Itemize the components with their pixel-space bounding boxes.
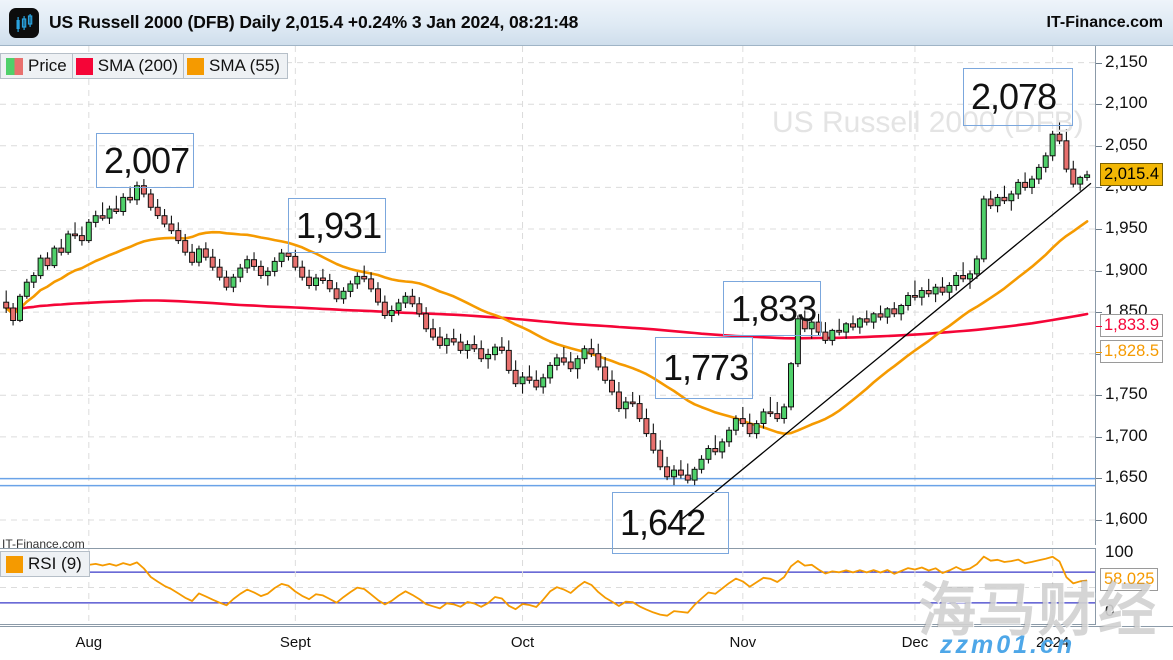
brand-label: IT-Finance.com [1046,13,1163,31]
title-bar: US Russell 2000 (DFB) Daily 2,015.4 +0.2… [0,0,1173,46]
cn-watermark: 海马财经 [918,578,1159,643]
price-tick [1096,395,1102,397]
price-tick [1096,145,1102,147]
price-chart-canvas[interactable] [0,46,1096,545]
sma200-price-tag: 1,833.9 [1100,313,1164,337]
price-tick [1096,187,1102,189]
time-axis[interactable]: Aug Sept Oct Nov Dec 2024 [0,626,1173,660]
price-tick-label: 2,050 [1105,134,1148,154]
legend-divider [71,54,73,78]
sma55-swatch-icon [187,57,205,75]
time-tick-label: Dec [901,634,929,651]
price-swatch-icon [6,57,23,75]
price-tick [1096,270,1102,272]
provider-watermark: IT-Finance.com [2,537,85,551]
time-tick-label: 2024 [1035,634,1070,651]
rsi-legend[interactable]: RSI (9) [0,551,90,577]
price-tick-label: 1,950 [1105,217,1148,237]
time-tick-label: Nov [729,634,757,651]
rsi-value-tag: 58.025 [1100,568,1159,592]
legend-label-price: Price [28,56,67,75]
legend-divider [183,54,185,78]
sma-axis-tick [1096,352,1102,353]
price-axis[interactable]: 2,1502,1002,0502,0001,9501,9001,8501,800… [1096,46,1173,545]
price-tick [1096,228,1102,230]
legend-item-sma55[interactable]: SMA (55) [184,56,285,76]
window-title: US Russell 2000 (DFB) Daily 2,015.4 +0.2… [49,12,579,32]
time-tick-label: Sept [279,634,311,651]
legend-label-rsi: RSI (9) [28,554,82,573]
legend-item-rsi[interactable]: RSI (9) [3,554,87,574]
rsi-panel[interactable] [0,548,1096,625]
time-tick-label: Aug [75,634,103,651]
price-tick-label: 1,700 [1105,425,1148,445]
price-tick-label: 1,900 [1105,259,1148,279]
price-legend[interactable]: Price SMA (200) SMA (55) [0,53,288,79]
time-tick-label: Oct [510,634,535,651]
rsi-axis[interactable]: 100 58.025 0 [1096,542,1173,625]
site-watermark: zzm01.cn [940,631,1076,659]
price-tick-label: 2,100 [1105,93,1148,113]
price-tick-label: 2,150 [1105,51,1148,71]
last-price-tag: 2,015.4 [1100,162,1164,186]
price-tick-label: 1,650 [1105,467,1148,487]
price-tick-label: 1,600 [1105,509,1148,529]
price-tick [1096,520,1102,522]
price-tick [1096,104,1102,106]
rsi-bottom-label: 0 [1105,601,1115,620]
sma55-price-tag: 1,828.5 [1100,340,1164,363]
sma200-swatch-icon [75,57,93,75]
price-tick [1096,353,1102,355]
rsi-swatch-icon [6,555,23,573]
symbol-watermark: US Russell 2000 (DFB) [772,106,1084,139]
price-tick [1096,312,1102,314]
price-tick [1096,478,1102,480]
candlestick-app-icon [9,7,39,38]
price-chart-panel[interactable]: US Russell 2000 (DFB) [0,46,1096,545]
legend-item-sma200[interactable]: SMA (200) [73,56,183,76]
legend-label-sma200: SMA (200) [97,56,179,75]
legend-label-sma55: SMA (55) [209,56,280,75]
price-tick [1096,436,1102,438]
price-tick [1096,62,1102,64]
sma-axis-tick [1096,325,1102,327]
rsi-chart-canvas[interactable] [0,549,1096,625]
legend-item-price[interactable]: Price [3,56,72,76]
rsi-top-label: 100 [1105,542,1134,561]
price-tick-label: 1,750 [1105,384,1148,404]
